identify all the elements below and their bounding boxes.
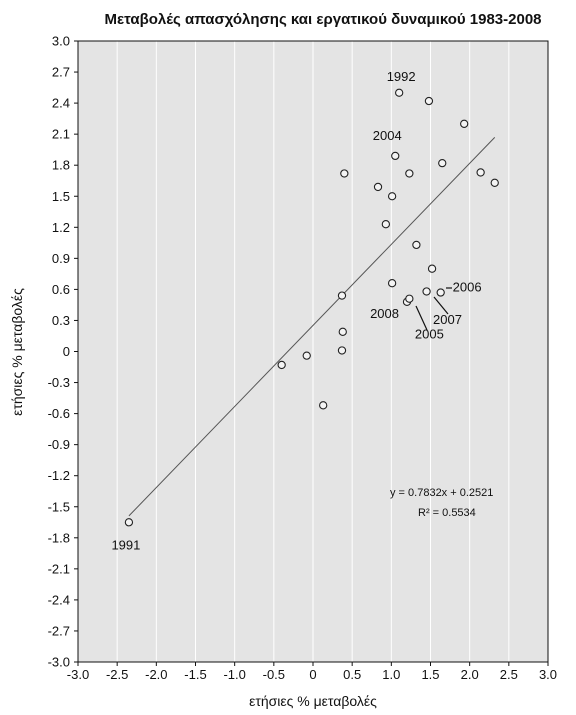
data-point [490,178,499,187]
y-tick-label: 2.7 [52,65,70,80]
y-tick-label: -2.4 [48,592,70,607]
y-tick-label: 0.6 [52,282,70,297]
x-tick-label: 1.5 [421,667,439,682]
point-label: 1992 [387,69,416,84]
data-point [373,182,383,192]
leader-line-2007 [433,296,449,315]
point-label: 2008 [370,306,399,321]
y-tick-label: -0.6 [48,406,70,421]
y-tick-label: 2.4 [52,96,70,111]
y-tick-label: 1.5 [52,189,70,204]
r-squared: R² = 0.5534 [418,507,476,519]
data-point [319,401,328,410]
x-axis-ticks: -3.0 -2.5 -2.0 -1.5 -1.0 -0.5 0 0.5 1.0 1.5 2.0 2.5… [67,662,557,682]
y-tick-label: -1.2 [48,468,70,483]
y-tick-label: -2.7 [48,623,70,638]
data-point [302,351,311,360]
y-tick-label: 0.9 [52,251,70,266]
data-point [424,96,434,106]
data-points [124,88,499,527]
data-point [405,294,414,303]
y-tick-label: 2.1 [52,127,70,142]
y-tick-label: -1.5 [48,499,70,514]
data-point [476,168,485,177]
annotation-2007: 2007 [433,312,462,327]
point-labels: 1992 2004 2006 2008 2005 1991 [111,69,481,553]
point-label: 2005 [415,327,444,342]
data-point [438,158,447,168]
point-label: 1991 [111,537,140,552]
data-point [387,279,397,288]
x-tick-label: -2.5 [106,667,128,682]
data-point [337,291,347,300]
y-tick-label: 3.0 [52,34,70,49]
data-point [381,220,390,229]
gridlines [77,40,549,663]
data-point [338,327,347,336]
data-point [427,264,437,273]
x-tick-label: 2.0 [461,667,479,682]
x-tick-label: -2.0 [145,667,167,682]
y-axis-label: ετήσιες % μεταβολές [9,288,25,416]
data-point [337,346,347,355]
y-tick-label: 0.3 [52,313,70,328]
x-tick-label: -1.0 [223,667,245,682]
y-tick-label: 0 [63,344,70,359]
x-axis-label: ετήσιες % μεταβολές [249,693,377,709]
trend-equation: y = 0.7832x + 0.2521 [390,487,493,499]
data-point [277,360,286,370]
y-tick-label: -0.9 [48,437,70,452]
data-point [405,169,414,178]
x-tick-label: 3.0 [539,667,557,682]
x-tick-label: -0.5 [263,667,285,682]
data-point [340,169,349,178]
x-tick-label: -1.5 [184,667,206,682]
x-tick-label: 2.5 [500,667,518,682]
x-tick-label: 0.5 [343,667,361,682]
x-tick-label: 0 [309,667,316,682]
data-point [124,518,134,527]
y-axis-ticks: 3.0 2.7 2.4 2.1 1.8 1.5 1.2 0.9 0.6 0.3 0 -0.3 -0.6 -… [48,34,78,670]
data-point [436,288,445,297]
x-tick-label: 1.0 [382,667,400,682]
data-point [395,88,404,97]
data-point [391,151,400,161]
point-label: 2006 [453,280,482,295]
y-tick-label: 1.2 [52,220,70,235]
chart-title: Μεταβολές απασχόλησης και εργατικού δυνα… [105,11,542,28]
data-point [460,119,469,128]
data-point [412,240,421,250]
data-point [387,192,397,201]
data-point [422,287,431,296]
x-tick-label: -3.0 [67,667,89,682]
y-tick-label: 1.8 [52,158,70,173]
y-tick-label: -2.1 [48,561,70,576]
y-tick-label: -3.0 [48,655,70,670]
y-tick-label: -0.3 [48,375,70,390]
leader-line-2005 [415,305,428,331]
point-label: 2004 [373,128,402,143]
y-tick-label: -1.8 [48,530,70,545]
trendline [128,136,496,517]
